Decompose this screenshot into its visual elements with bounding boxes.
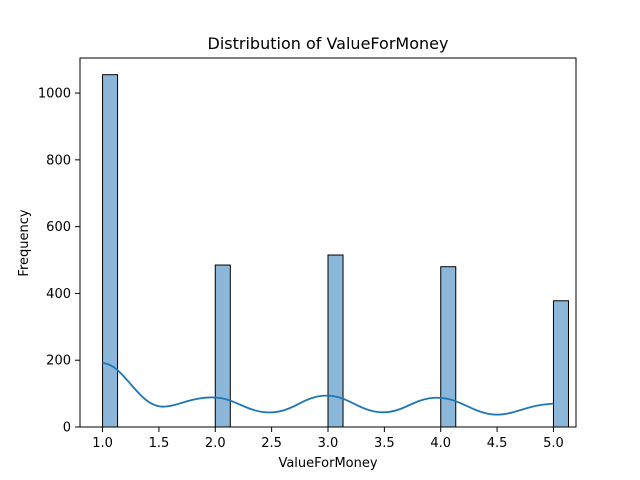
histogram-bar bbox=[102, 74, 119, 428]
x-tick-label: 4.5 bbox=[487, 436, 508, 451]
x-tick-label: 2.0 bbox=[205, 436, 226, 451]
y-axis: 0 200 400 600 800 1000 bbox=[38, 87, 80, 436]
y-tick-label: 0 bbox=[63, 421, 71, 436]
histogram-bar bbox=[214, 264, 231, 428]
kde-line bbox=[102, 361, 554, 416]
x-tick-label: 4.0 bbox=[430, 436, 451, 451]
x-tick-label: 1.0 bbox=[92, 436, 113, 451]
chart-title: Distribution of ValueForMoney bbox=[208, 34, 449, 53]
y-tick-label: 200 bbox=[46, 354, 71, 369]
bars-layer bbox=[102, 74, 569, 428]
y-tick-label: 800 bbox=[46, 153, 71, 168]
y-tick-label: 400 bbox=[46, 287, 71, 302]
y-axis-label: Frequency bbox=[17, 209, 32, 276]
histogram-bar bbox=[440, 266, 457, 428]
y-tick-label: 1000 bbox=[38, 87, 71, 102]
y-tick-label: 600 bbox=[46, 220, 71, 235]
histogram-bar bbox=[552, 300, 569, 428]
x-axis: 1.0 1.5 2.0 2.5 3.0 3.5 4.0 4.5 5.0 bbox=[92, 427, 564, 451]
x-tick-label: 5.0 bbox=[543, 436, 564, 451]
x-tick-label: 3.0 bbox=[318, 436, 339, 451]
x-tick-label: 2.5 bbox=[261, 436, 282, 451]
x-axis-label: ValueForMoney bbox=[278, 456, 377, 471]
x-tick-label: 1.5 bbox=[149, 436, 170, 451]
histogram-bar bbox=[327, 254, 344, 428]
x-tick-label: 3.5 bbox=[374, 436, 395, 451]
